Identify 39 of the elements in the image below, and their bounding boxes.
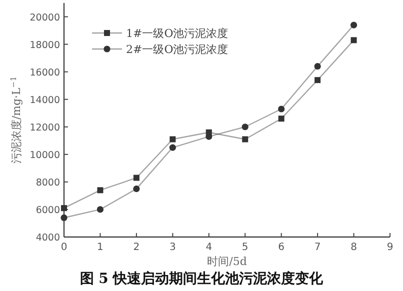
point bbox=[314, 77, 321, 84]
x-tick-label: 1 bbox=[97, 242, 104, 253]
y-tick-label: 20000 bbox=[30, 12, 60, 24]
y-tick-label: 18000 bbox=[30, 40, 60, 51]
point bbox=[350, 37, 357, 44]
legend-label: 2#一级O池污泥浓度 bbox=[126, 43, 228, 56]
y-tick-label: 8000 bbox=[36, 177, 60, 188]
y-tick-label: 10000 bbox=[30, 150, 60, 161]
point bbox=[133, 174, 140, 181]
x-tick-label: 9 bbox=[386, 242, 394, 253]
y-tick-label: 12000 bbox=[30, 122, 60, 134]
point bbox=[242, 124, 248, 130]
x-tick-label: 3 bbox=[169, 242, 176, 253]
legend-label: 1#一级O池污泥浓度 bbox=[126, 27, 228, 40]
point bbox=[60, 214, 68, 222]
x-axis-title: 时间/5d bbox=[207, 255, 247, 268]
point bbox=[97, 187, 104, 194]
x-tick-label: 5 bbox=[242, 242, 248, 253]
point bbox=[314, 63, 321, 70]
x-tick-label: 7 bbox=[314, 242, 321, 253]
x-tick-label: 6 bbox=[278, 242, 285, 253]
point bbox=[350, 22, 358, 28]
point bbox=[169, 144, 176, 151]
point bbox=[242, 136, 248, 142]
point bbox=[278, 106, 285, 112]
y-tick-label: 16000 bbox=[30, 67, 60, 78]
point bbox=[278, 116, 284, 122]
point bbox=[61, 205, 67, 212]
x-tick-label: 4 bbox=[206, 242, 212, 253]
x-tick-label: 8 bbox=[350, 242, 357, 253]
point bbox=[96, 206, 104, 213]
caption: 图 5 快速启动期间生化池污泥浓度变化 bbox=[80, 270, 324, 287]
y-tick-label: 4000 bbox=[36, 232, 60, 244]
y-tick-label: 6000 bbox=[36, 204, 60, 216]
x-tick-label: 0 bbox=[60, 242, 68, 253]
point bbox=[133, 186, 140, 192]
x-tick-label: 2 bbox=[133, 242, 140, 253]
y-tick-label: 14000 bbox=[30, 94, 60, 106]
point bbox=[170, 136, 176, 142]
